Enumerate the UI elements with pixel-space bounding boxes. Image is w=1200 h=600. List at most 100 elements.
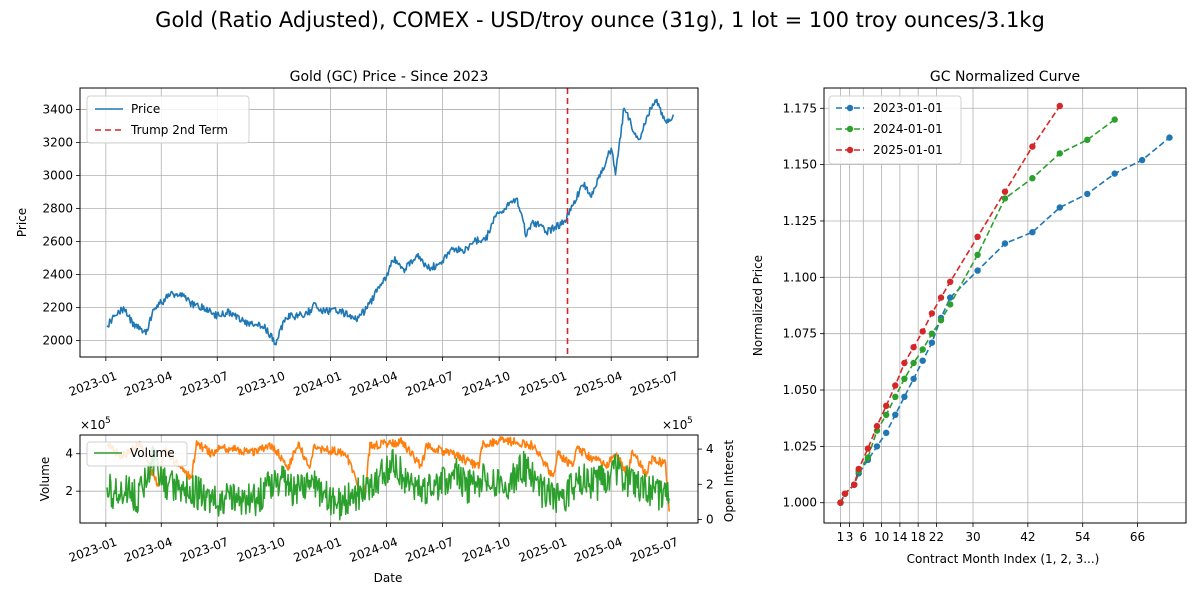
curve-point: [1001, 240, 1009, 247]
plot-frame: [79, 434, 699, 524]
curve-point: [855, 465, 862, 473]
plot-frame: [79, 87, 699, 358]
curve-point: [919, 328, 926, 335]
y-tick-label: 2600: [42, 234, 73, 248]
curve-point: [892, 393, 899, 400]
y2-tick-label: 2: [706, 477, 714, 491]
y-tick-label: 1.150: [783, 158, 817, 172]
curve-point: [892, 411, 899, 418]
y-tick-label: 4: [65, 447, 73, 461]
legend: Price Trump 2nd Term: [86, 95, 250, 144]
x-tick-label: 1: [837, 530, 845, 544]
curve-point: [837, 499, 844, 506]
curve-point: [910, 359, 917, 367]
chart-title: Gold (GC) Price - Since 2023: [290, 69, 489, 85]
legend: 2023-01-01 2024-01-01 2025-01-01: [828, 95, 962, 165]
curve-point: [1056, 150, 1064, 157]
curve-point: [1001, 195, 1009, 202]
x-tick-label: 2025-01: [517, 369, 569, 399]
y-tick-label: 1.000: [783, 496, 817, 510]
curve-point: [873, 422, 881, 430]
curve-point: [910, 344, 917, 351]
legend-price-label: Price: [131, 102, 160, 116]
x-tick-label: 2023-07: [178, 535, 230, 565]
curve-point: [1084, 136, 1091, 143]
legend-frame: [828, 95, 962, 165]
y-tick-label: 1.025: [783, 439, 817, 453]
x-tick-label: 42: [1020, 530, 1035, 544]
y-tick-label: 1.050: [783, 383, 817, 397]
x-tick-label: 2023-01: [67, 535, 119, 565]
y-offset-text: ×10: [80, 418, 105, 432]
curve-point: [883, 411, 890, 418]
y-tick-label: 2000: [42, 333, 73, 347]
x-tick-label: 30: [965, 530, 980, 544]
x-tick-label: 2023-10: [235, 535, 287, 565]
curve-point: [928, 339, 936, 346]
y-tick-label: 2400: [42, 267, 73, 281]
curve-point: [937, 294, 945, 301]
y2-tick-label: 4: [706, 442, 714, 456]
volume-oi-chart: 2023-01 2023-04 2023-07 2023-10 2024-01 2024-…: [38, 416, 736, 585]
x-axis-label: Contract Month Index (1, 2, 3...): [907, 552, 1100, 566]
figure-title: Gold (Ratio Adjusted), COMEX - USD/troy …: [155, 8, 1045, 32]
y2-offset-exponent: 5: [687, 416, 693, 426]
y-tick-label: 2200: [42, 300, 73, 314]
x-tick-label: 14: [892, 530, 907, 544]
x-tick-label: 2023-10: [235, 369, 287, 399]
x-tick-label: 2024-10: [460, 535, 512, 565]
legend-trump-label: Trump 2nd Term: [130, 123, 228, 137]
y-offset-exponent: 5: [105, 416, 111, 426]
curve-point: [947, 301, 954, 308]
y-tick-label: 1.075: [783, 327, 817, 341]
y-axis-label: Price: [15, 208, 29, 237]
y-tick-label: 1.100: [783, 270, 817, 284]
legend-frame: [86, 441, 188, 467]
curve-point: [892, 382, 899, 389]
x-tick-label: 2025-07: [628, 369, 680, 399]
legend-label: 2024-01-01: [873, 122, 943, 136]
curve-point: [1111, 170, 1118, 177]
curve-point: [883, 429, 890, 436]
curve-point: [1056, 102, 1064, 110]
curve-point: [974, 233, 981, 240]
curve-point: [841, 490, 849, 497]
legend-frame: [86, 95, 250, 144]
curve-point: [1084, 190, 1091, 198]
x-tick-label: 2023-04: [122, 535, 174, 565]
x-tick-label: 2024-04: [348, 535, 400, 565]
y-axis-label: Normalized Price: [751, 255, 765, 356]
chart-title: GC Normalized Curve: [930, 69, 1080, 85]
legend-marker: [846, 146, 854, 154]
y-axis-label: Volume: [38, 457, 52, 502]
curve-point: [947, 278, 954, 285]
curve-point: [919, 357, 926, 364]
y-tick-label: 3200: [42, 135, 73, 149]
legend-label: 2025-01-01: [873, 143, 943, 157]
curve-point: [864, 445, 872, 452]
curve-point: [974, 267, 981, 274]
x-tick-label: 2025-07: [628, 535, 680, 565]
x-tick-label: 2023-01: [67, 369, 119, 399]
normalized-curve-chart: 1 3 6 10 14 18 22 30 42 54 66 1.000 1.025 1.050 1.075 1…: [751, 69, 1187, 566]
curve-point: [901, 359, 908, 367]
curve-point: [1029, 175, 1036, 182]
x-tick-label: 22: [929, 530, 944, 544]
curve-point: [937, 317, 945, 324]
plot-frame: [823, 87, 1187, 524]
curve-point: [901, 393, 908, 400]
x-tick-label: 2025-01: [517, 535, 569, 565]
price-line: [106, 98, 675, 346]
x-tick-label: 3: [846, 530, 854, 544]
curve-point: [1029, 143, 1036, 150]
curve-line-2023-01-01: [839, 136, 1171, 504]
x-tick-label: 6: [859, 530, 867, 544]
price-chart: 2023-01 2023-04 2023-07 2023-10 2024-01 2024-…: [15, 69, 699, 399]
y-tick-label: 2800: [42, 201, 73, 215]
x-tick-label: 2024-07: [404, 535, 456, 565]
y-tick-label: 3000: [42, 168, 73, 182]
y2-offset-text: ×10: [662, 418, 687, 432]
x-tick-label: 2024-04: [348, 369, 400, 399]
volume-line: [106, 445, 670, 521]
